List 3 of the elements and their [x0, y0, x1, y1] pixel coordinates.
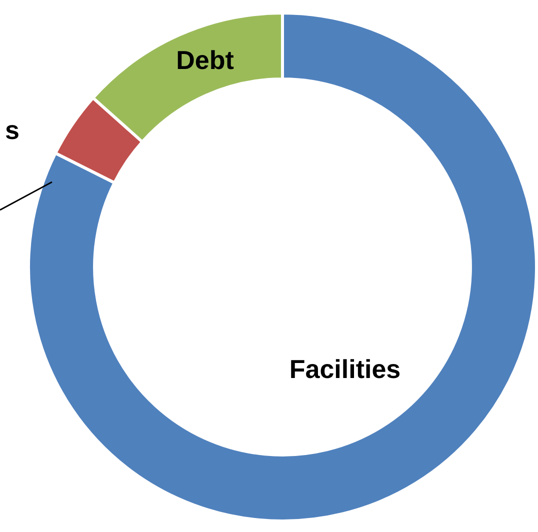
slice-label: Debt [176, 45, 234, 76]
slice-label: Facilities [289, 354, 401, 384]
slice-label: s [5, 115, 20, 146]
